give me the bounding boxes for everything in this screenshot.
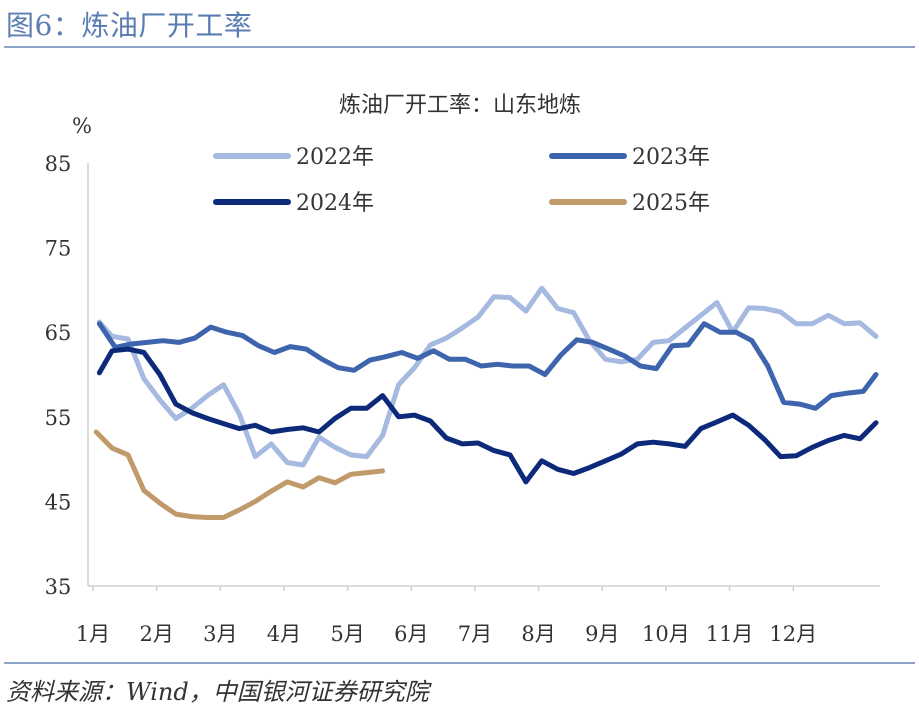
legend-label: 2023年 <box>632 145 710 170</box>
top-rule <box>4 46 915 48</box>
y-tick-label: 75 <box>45 237 72 261</box>
x-axis: 1月 2月 3月 4月 5月 6月 7月 8月 9月 10月 11月 12月 <box>76 586 817 646</box>
y-tick-label: 85 <box>45 152 72 176</box>
series-lines <box>93 285 879 520</box>
x-tick-label: 4月 <box>267 622 301 646</box>
x-tick-label: 7月 <box>458 622 492 646</box>
y-tick-label: 65 <box>45 321 72 345</box>
bottom-rule <box>4 662 915 664</box>
y-tick-label: 35 <box>45 575 72 599</box>
x-tick-label: 12月 <box>769 622 817 646</box>
x-tick-label: 11月 <box>706 622 754 646</box>
legend-label: 2024年 <box>296 191 374 216</box>
x-tick-label: 1月 <box>76 622 110 646</box>
chart-title: 炼油厂开工率：山东地炼 <box>339 93 581 118</box>
legend-label: 2022年 <box>296 145 374 170</box>
series-line <box>96 321 879 411</box>
y-tick-label: 45 <box>45 490 72 514</box>
x-tick-label: 2月 <box>139 622 173 646</box>
x-tick-label: 6月 <box>394 622 428 646</box>
y-axis-unit-label: % <box>72 114 92 138</box>
x-tick-label: 3月 <box>203 622 237 646</box>
legend: 2022年 2023年 2024年 2025年 <box>213 145 710 216</box>
source-note: 资料来源：Wind，中国银河证券研究院 <box>6 678 429 706</box>
y-tick-label: 55 <box>45 406 72 430</box>
figure-title: 图6：炼油厂开工率 <box>6 9 253 42</box>
series-line <box>96 346 879 485</box>
x-tick-label: 5月 <box>330 622 364 646</box>
x-tick-label: 8月 <box>521 622 555 646</box>
series-line <box>93 429 386 520</box>
series-line <box>96 285 879 468</box>
legend-label: 2025年 <box>632 191 710 216</box>
x-tick-label: 10月 <box>642 622 690 646</box>
x-tick-label: 9月 <box>585 622 619 646</box>
y-axis: 35 45 55 65 75 85 <box>45 152 72 599</box>
